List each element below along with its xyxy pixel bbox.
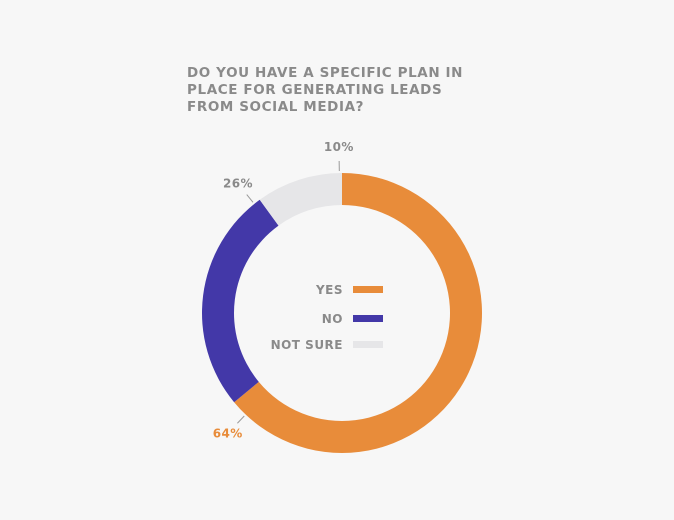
leader-line-no <box>246 194 254 203</box>
legend-swatch-yes <box>353 286 383 293</box>
legend-swatch-not-sure <box>353 341 383 348</box>
legend-label-yes: YES <box>315 283 343 297</box>
data-label-no: 26% <box>223 177 253 191</box>
leader-line-yes <box>237 415 245 424</box>
chart-title: DO YOU HAVE A SPECIFIC PLAN IN PLACE FOR… <box>187 65 463 115</box>
legend-swatch-no <box>353 315 383 322</box>
chart-title-line-3: FROM SOCIAL MEDIA? <box>187 99 364 115</box>
legend-label-no: NO <box>322 312 343 326</box>
donut-slice-yes <box>234 173 482 453</box>
data-label-yes: 64% <box>213 426 243 440</box>
donut-slice-not-sure <box>259 173 342 226</box>
data-labels: 64% 26% 10% <box>213 140 354 440</box>
chart-title-line-2: PLACE FOR GENERATING LEADS <box>187 82 442 98</box>
data-label-not-sure: 10% <box>324 140 354 154</box>
chart-title-line-1: DO YOU HAVE A SPECIFIC PLAN IN <box>187 65 463 81</box>
legend: YES NO NOT SURE <box>271 283 383 352</box>
donut-slices <box>202 173 482 453</box>
donut-slice-no <box>202 199 279 403</box>
legend-label-not-sure: NOT SURE <box>271 338 343 352</box>
leader-lines <box>237 161 340 424</box>
